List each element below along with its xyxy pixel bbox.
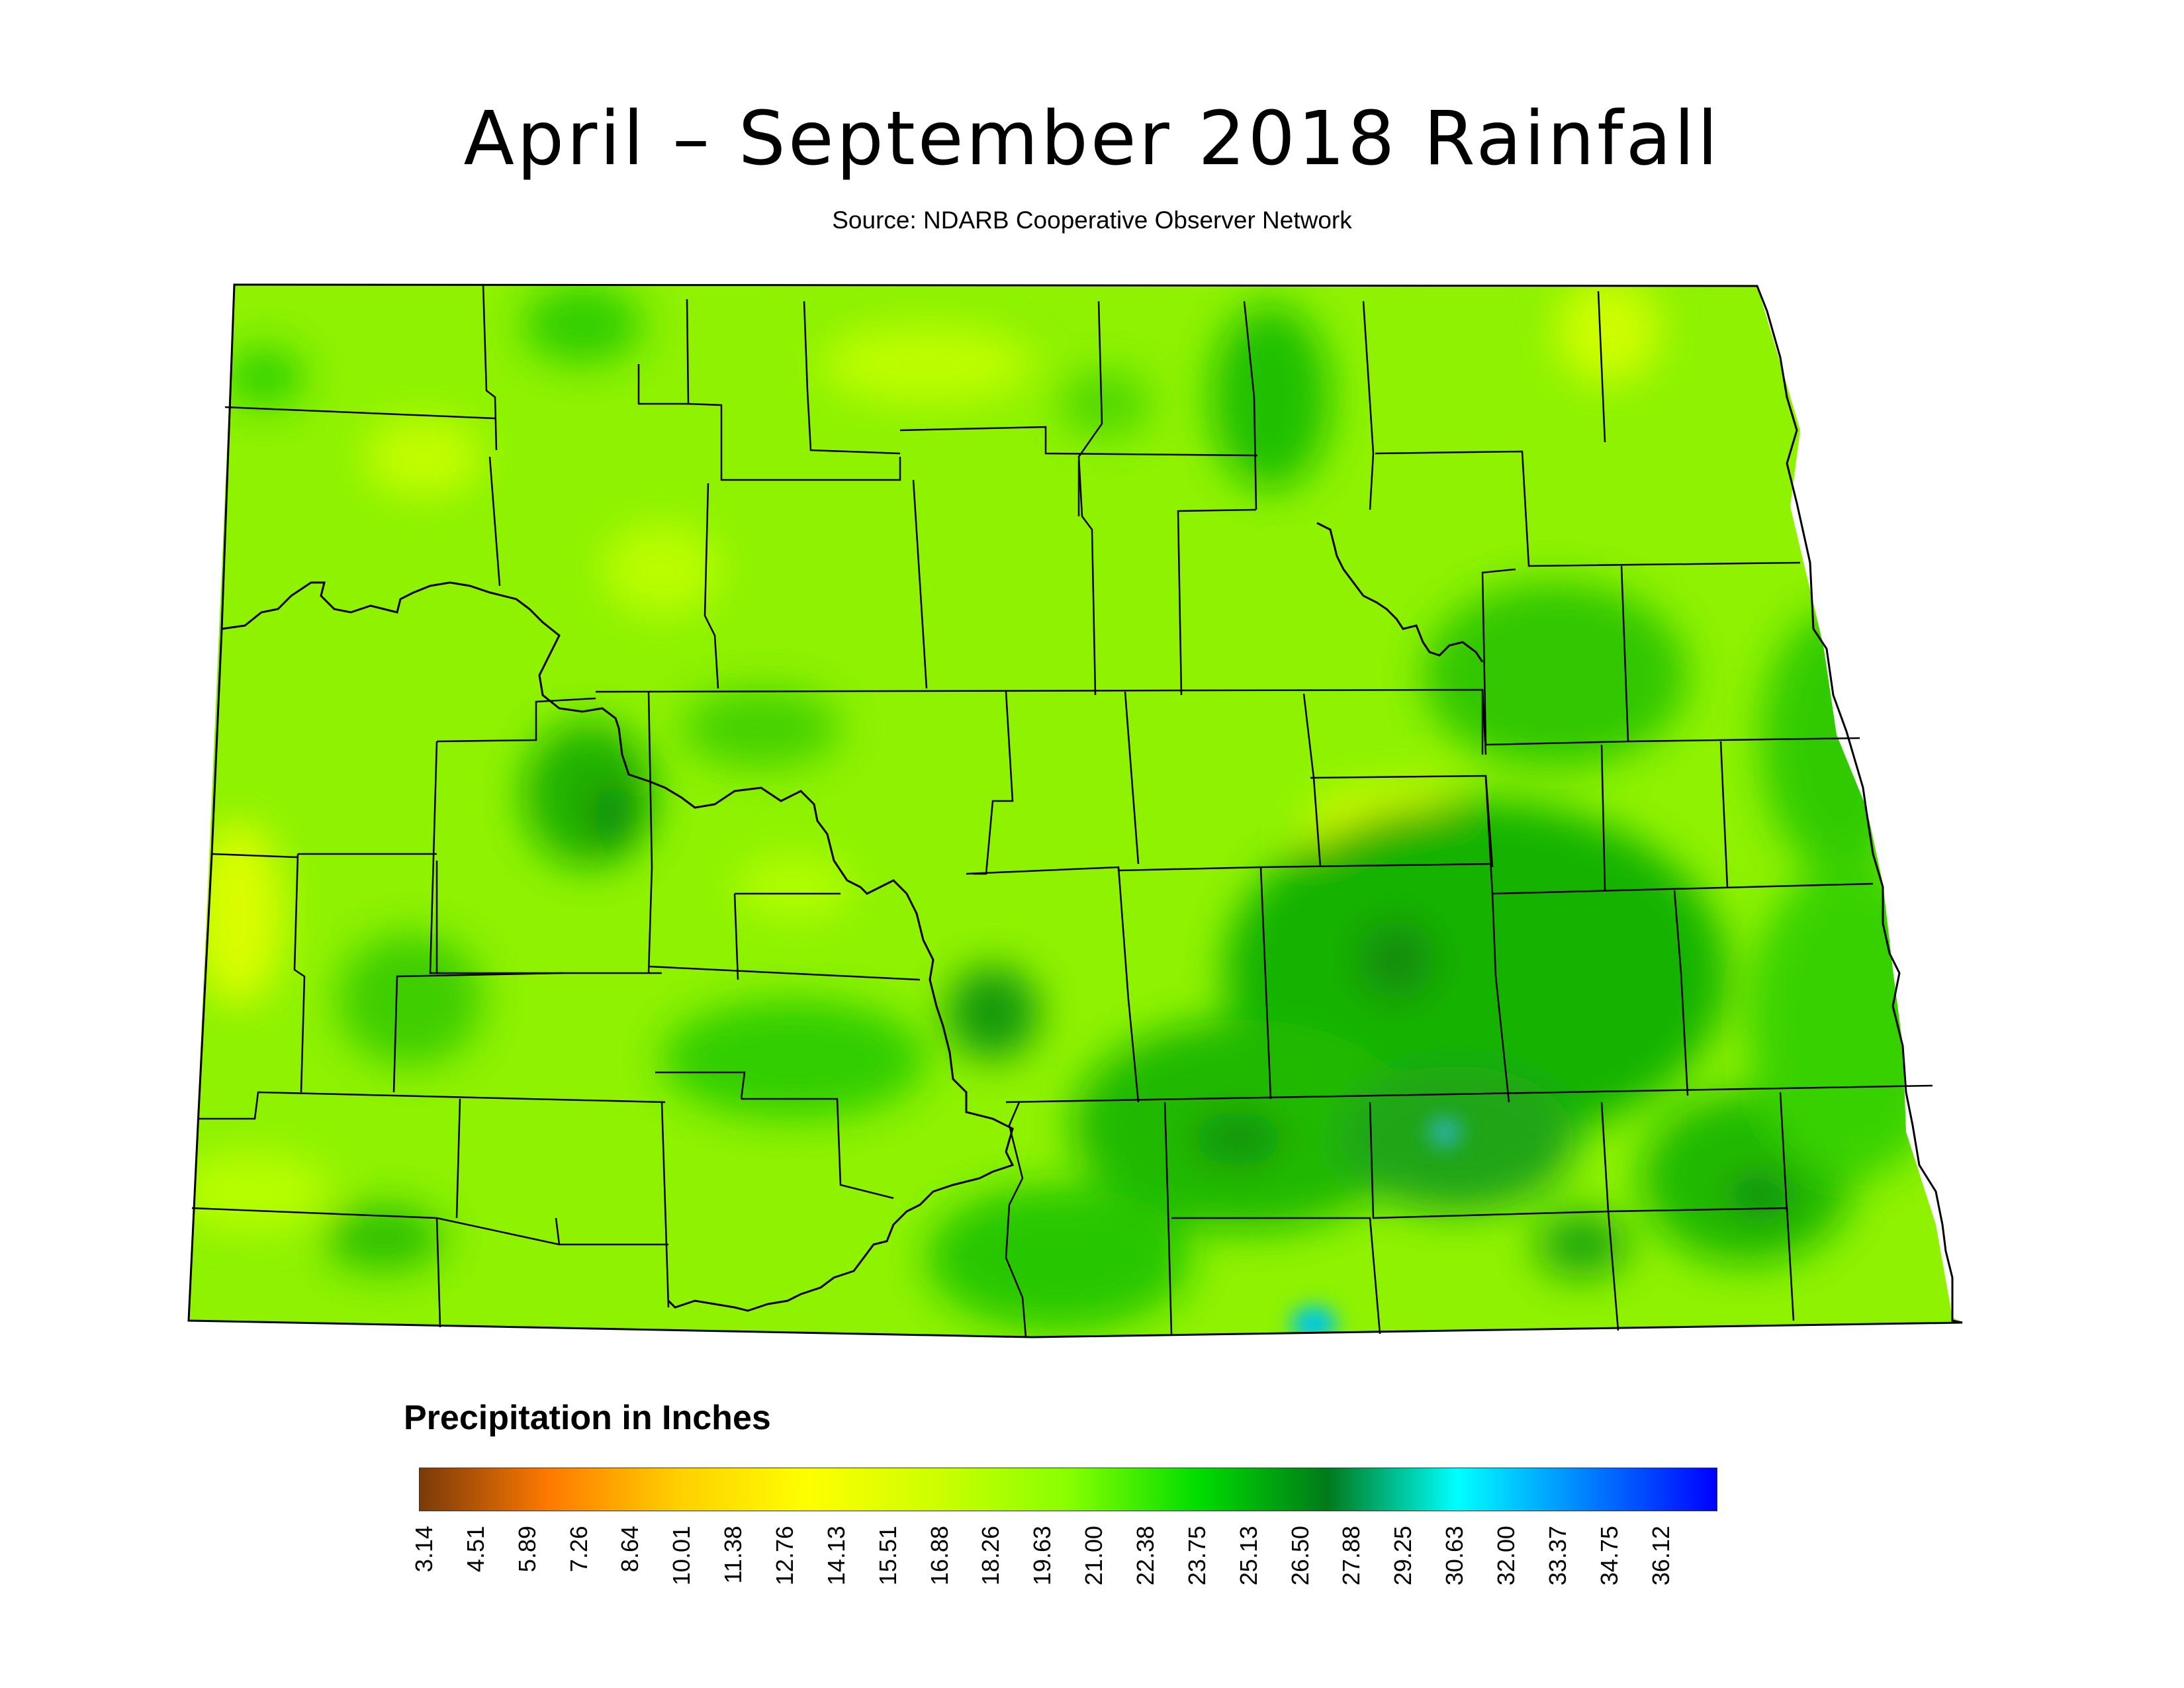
legend-tick-label: 10.01 xyxy=(668,1526,696,1586)
legend-tick: 8.64 xyxy=(610,1526,650,1599)
legend-tick: 26.50 xyxy=(1281,1526,1320,1599)
map-title: April – September 2018 Rainfall xyxy=(463,96,1721,182)
legend-tick-label: 34.75 xyxy=(1595,1526,1623,1586)
county-lines xyxy=(191,284,1933,1338)
legend-tick: 33.37 xyxy=(1538,1526,1578,1599)
legend-tick: 23.75 xyxy=(1177,1526,1217,1599)
legend-tick-label: 18.26 xyxy=(977,1526,1005,1586)
legend-tick-label: 15.51 xyxy=(874,1526,901,1586)
legend-tick-label: 7.26 xyxy=(565,1526,592,1573)
legend-tick: 14.13 xyxy=(817,1526,856,1599)
legend-tick: 32.00 xyxy=(1486,1526,1526,1599)
legend-tick-label: 4.51 xyxy=(461,1526,489,1573)
legend-tick-label: 11.38 xyxy=(719,1526,747,1584)
sheyenne-river xyxy=(1316,522,1484,663)
legend-tick: 11.38 xyxy=(713,1526,753,1599)
legend-tick: 10.01 xyxy=(662,1526,702,1599)
legend-tick-label: 23.75 xyxy=(1183,1526,1210,1586)
legend-tick-label: 36.12 xyxy=(1647,1526,1674,1586)
legend-tick: 29.25 xyxy=(1383,1526,1423,1599)
legend-tick-label: 8.64 xyxy=(616,1526,644,1573)
state-outline xyxy=(187,283,1963,1338)
legend-tick-label: 12.76 xyxy=(771,1526,798,1586)
legend-tick-label: 30.63 xyxy=(1441,1526,1469,1586)
legend-tick-label: 5.89 xyxy=(513,1526,541,1573)
legend-tick: 27.88 xyxy=(1332,1526,1371,1599)
missouri-river xyxy=(221,581,1015,1312)
legend-tick: 18.26 xyxy=(971,1526,1011,1599)
legend-title: Precipitation in Inches xyxy=(404,1399,771,1437)
legend-tick: 5.89 xyxy=(508,1526,547,1599)
legend-tick-label: 21.00 xyxy=(1080,1526,1108,1586)
legend-tick-label: 27.88 xyxy=(1338,1526,1365,1586)
legend-tick: 16.88 xyxy=(920,1526,960,1599)
legend-tick: 25.13 xyxy=(1229,1526,1269,1599)
legend-tick-label: 29.25 xyxy=(1389,1526,1417,1586)
legend-tick: 22.38 xyxy=(1126,1526,1165,1599)
legend-tick: 19.63 xyxy=(1023,1526,1062,1599)
legend-tick: 21.00 xyxy=(1074,1526,1114,1599)
legend-tick: 36.12 xyxy=(1641,1526,1681,1599)
legend-tick: 34.75 xyxy=(1590,1526,1629,1599)
legend-tick: 30.63 xyxy=(1435,1526,1475,1599)
legend-tick: 3.14 xyxy=(404,1526,444,1599)
legend-tick: 15.51 xyxy=(868,1526,908,1599)
legend-tick-label: 25.13 xyxy=(1234,1526,1262,1586)
legend-tick: 7.26 xyxy=(559,1526,599,1599)
legend-tick: 12.76 xyxy=(765,1526,805,1599)
legend-tick-label: 3.14 xyxy=(410,1526,437,1573)
legend-tick: 4.51 xyxy=(456,1526,496,1599)
legend-color-bar xyxy=(419,1468,1717,1511)
legend-tick-label: 33.37 xyxy=(1543,1526,1571,1586)
map-subtitle: Source: NDARB Cooperative Observer Netwo… xyxy=(832,207,1352,234)
precipitation-field xyxy=(189,285,1962,1337)
legend-tick-label: 32.00 xyxy=(1492,1526,1520,1586)
legend-tick-label: 16.88 xyxy=(925,1526,953,1586)
legend-tick-label: 14.13 xyxy=(822,1526,850,1586)
legend-tick-label: 19.63 xyxy=(1028,1526,1056,1586)
legend-tick-label: 22.38 xyxy=(1132,1526,1159,1586)
legend-tick-label: 26.50 xyxy=(1286,1526,1314,1586)
